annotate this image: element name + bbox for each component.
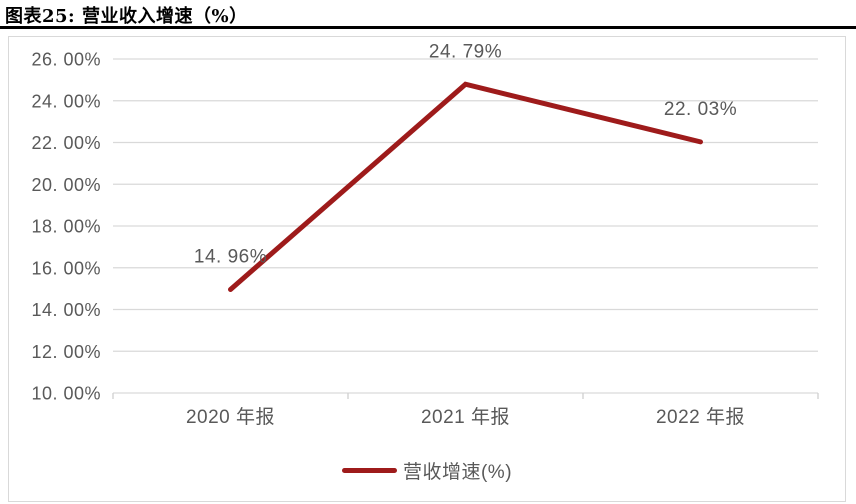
chart-legend: 营收增速(%) [9, 457, 845, 484]
revenue-growth-line [228, 81, 703, 292]
data-point-label: 14. 96% [194, 246, 267, 267]
y-tick-label: 22. 00% [31, 133, 101, 153]
data-point-label: 22. 03% [664, 99, 737, 120]
legend-series-label: 营收增速(%) [402, 462, 513, 483]
x-tick-label: 2022 年报 [656, 406, 745, 428]
chart-panel: 26. 00% 24. 00% 22. 00% 20. 00% 18. 00% 16. 0… [8, 36, 846, 502]
data-point-label: 24. 79% [429, 41, 502, 62]
chart-svg: 26. 00% 24. 00% 22. 00% 20. 00% 18. 00% 16. 0… [31, 41, 819, 428]
x-tick-label: 2021 年报 [421, 406, 510, 428]
title-divider-rule [0, 26, 856, 29]
x-tick-label: 2020 年报 [186, 406, 275, 428]
y-tick-label: 16. 00% [31, 258, 101, 278]
y-tick-label: 18. 00% [31, 217, 101, 237]
y-tick-label: 10. 00% [31, 384, 101, 404]
y-tick-label: 12. 00% [31, 342, 101, 362]
y-tick-label: 24. 00% [31, 91, 101, 111]
y-tick-label: 26. 00% [31, 50, 101, 70]
y-tick-label: 20. 00% [31, 175, 101, 195]
figure-title: 图表25: 营业收入增速（%） [5, 6, 248, 27]
legend-line-swatch [341, 468, 397, 473]
y-tick-label: 14. 00% [31, 300, 101, 320]
